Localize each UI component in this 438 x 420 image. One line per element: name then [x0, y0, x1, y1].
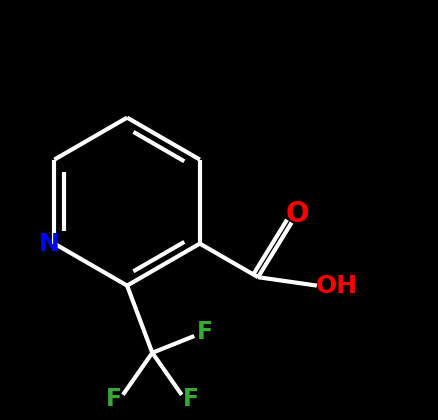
Text: N: N	[39, 231, 60, 256]
Text: F: F	[196, 320, 212, 344]
Text: OH: OH	[315, 273, 357, 298]
Text: O: O	[285, 200, 308, 228]
Text: F: F	[183, 387, 198, 411]
Text: F: F	[106, 387, 121, 411]
